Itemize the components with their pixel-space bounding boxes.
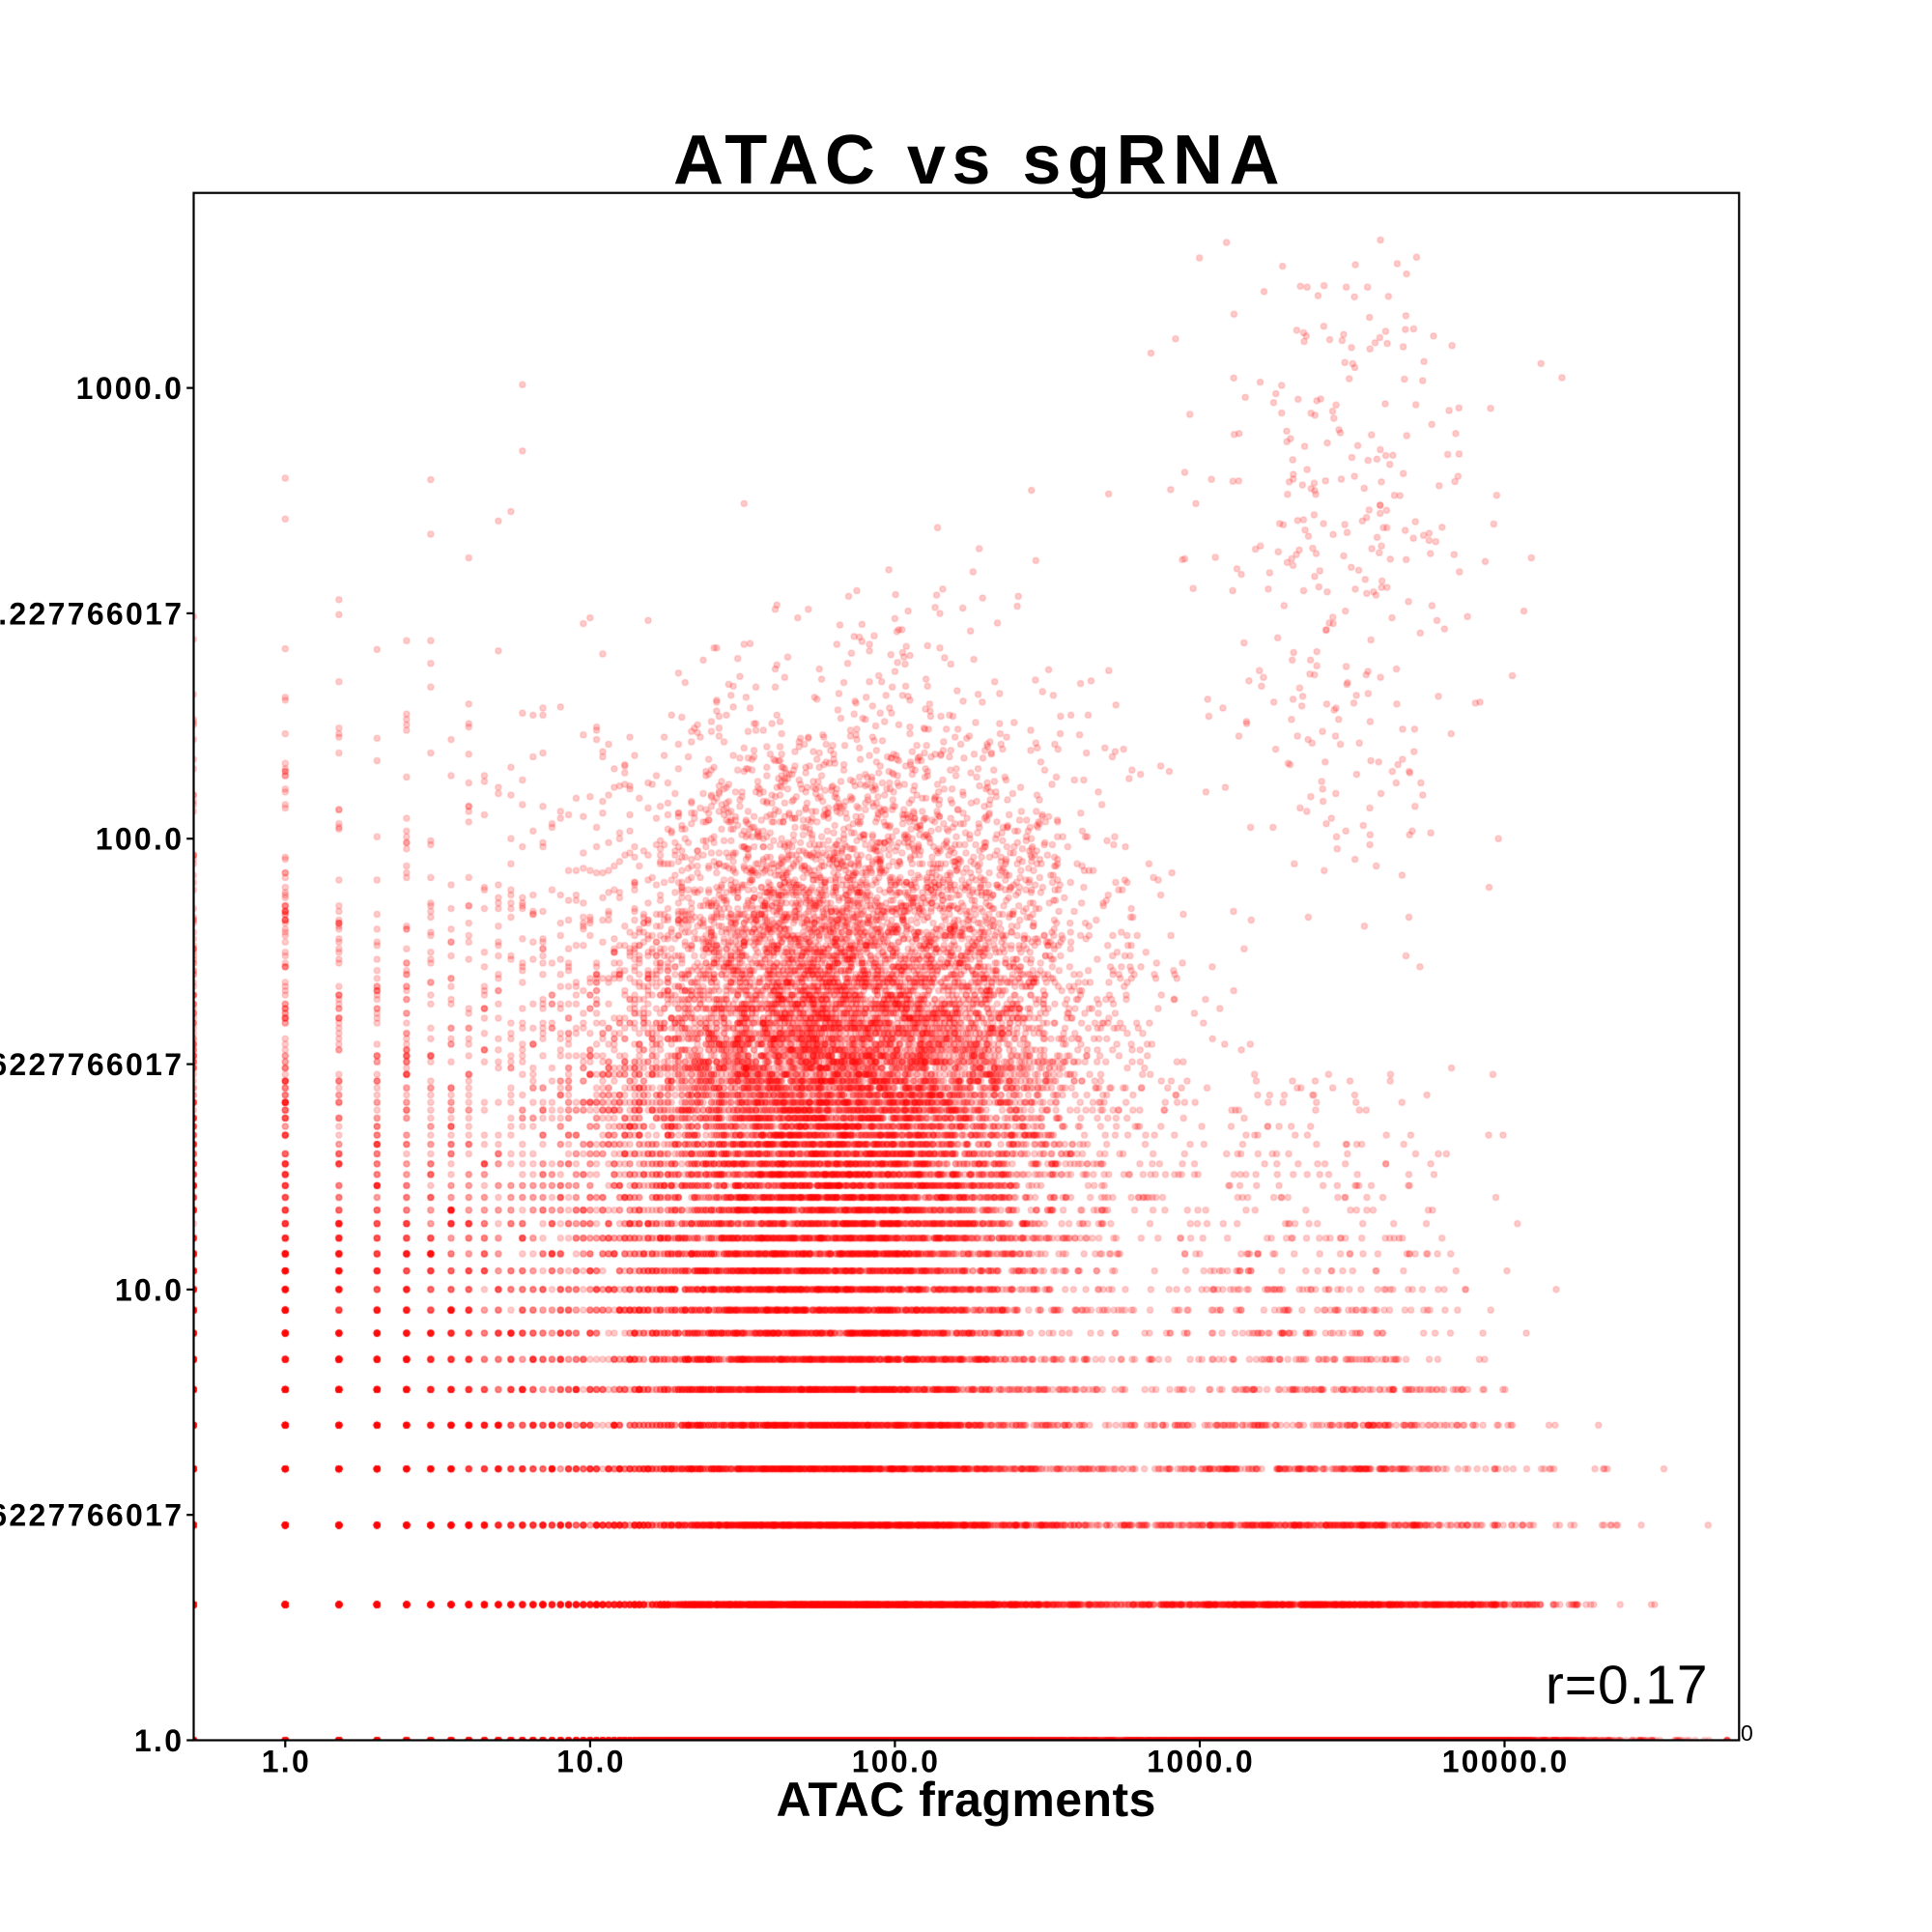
svg-text:10.0: 10.0 <box>115 1272 184 1307</box>
svg-text:100.0: 100.0 <box>96 822 185 857</box>
svg-text:1.0: 1.0 <box>134 1723 184 1758</box>
svg-text:100.0: 100.0 <box>852 1745 941 1779</box>
svg-text:316.227766017: 316.227766017 <box>0 596 184 631</box>
svg-text:1.0: 1.0 <box>262 1745 311 1779</box>
svg-text:ATAC vs sgRNA: ATAC vs sgRNA <box>673 122 1286 199</box>
svg-text:ATAC fragments: ATAC fragments <box>777 1773 1156 1827</box>
svg-text:1000.0: 1000.0 <box>1147 1745 1255 1779</box>
svg-text:10000.0: 10000.0 <box>1442 1745 1570 1779</box>
svg-text:r=0.17: r=0.17 <box>1546 1654 1709 1716</box>
svg-text:0: 0 <box>1741 1720 1753 1746</box>
svg-text:3.16227766017: 3.16227766017 <box>0 1498 184 1533</box>
svg-text:1000.0: 1000.0 <box>76 371 185 406</box>
svg-text:31.6227766017: 31.6227766017 <box>0 1047 184 1082</box>
svg-text:10.0: 10.0 <box>556 1745 625 1779</box>
